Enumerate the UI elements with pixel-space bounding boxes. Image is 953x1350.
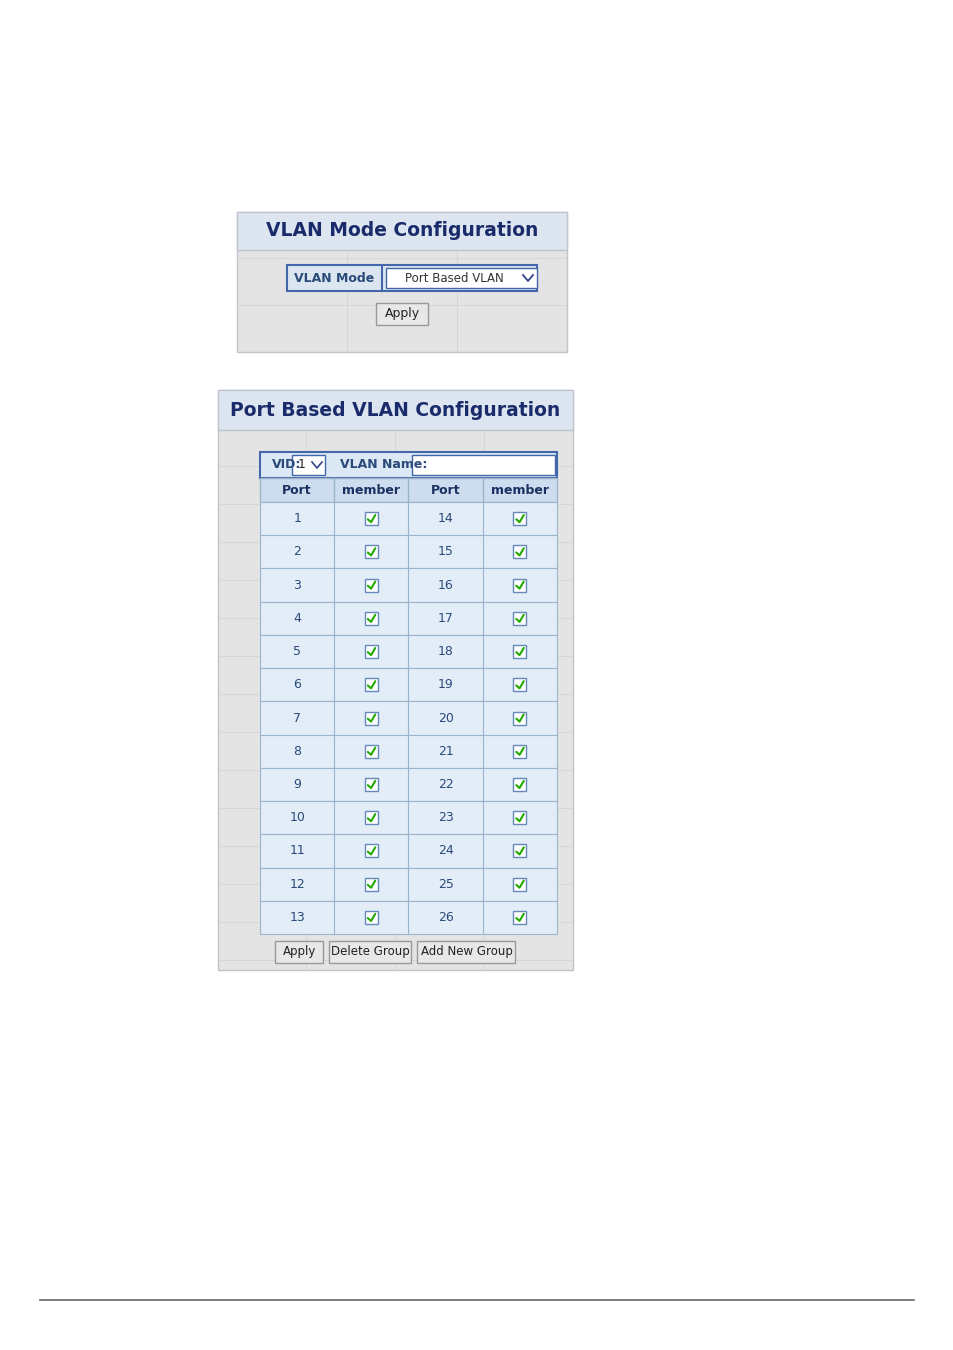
Bar <box>375 302 428 325</box>
Bar <box>513 878 526 891</box>
Bar <box>513 612 526 625</box>
Text: 1: 1 <box>297 459 306 471</box>
Text: 8: 8 <box>293 745 301 757</box>
Bar <box>260 478 557 502</box>
Text: Port Based VLAN: Port Based VLAN <box>405 271 503 285</box>
Text: Apply: Apply <box>384 308 419 320</box>
Bar <box>364 811 377 825</box>
Bar <box>412 455 555 475</box>
Text: 18: 18 <box>437 645 453 657</box>
Text: member: member <box>342 483 400 497</box>
Bar <box>236 212 566 352</box>
Bar <box>513 911 526 923</box>
Bar <box>364 512 377 525</box>
Bar <box>364 844 377 857</box>
Text: 26: 26 <box>437 911 453 923</box>
Bar <box>260 834 557 868</box>
Bar <box>513 678 526 691</box>
Bar <box>513 745 526 757</box>
Bar <box>364 911 377 923</box>
Text: 21: 21 <box>437 745 453 757</box>
Bar <box>364 545 377 559</box>
Text: Port: Port <box>431 483 460 497</box>
Text: 22: 22 <box>437 778 453 791</box>
Text: 2: 2 <box>293 545 301 559</box>
Bar <box>513 579 526 591</box>
Bar <box>260 668 557 702</box>
Text: VID:: VID: <box>272 459 301 471</box>
Text: member: member <box>491 483 548 497</box>
Text: VLAN Mode Configuration: VLAN Mode Configuration <box>266 221 537 240</box>
Bar <box>364 612 377 625</box>
Bar <box>260 801 557 834</box>
Bar <box>260 768 557 801</box>
Bar <box>513 811 526 825</box>
Text: 17: 17 <box>437 612 453 625</box>
Bar <box>260 868 557 900</box>
Bar <box>260 535 557 568</box>
Bar <box>364 678 377 691</box>
Bar <box>513 645 526 657</box>
Text: 6: 6 <box>293 678 301 691</box>
Text: VLAN Name:: VLAN Name: <box>339 459 427 471</box>
Bar <box>364 711 377 725</box>
Bar <box>513 545 526 559</box>
Text: 7: 7 <box>293 711 301 725</box>
Text: Add New Group: Add New Group <box>420 945 512 958</box>
Text: 4: 4 <box>293 612 301 625</box>
Bar <box>260 702 557 734</box>
Text: 12: 12 <box>289 878 305 891</box>
Text: 20: 20 <box>437 711 453 725</box>
Text: 5: 5 <box>293 645 301 657</box>
Bar <box>364 778 377 791</box>
Bar <box>513 844 526 857</box>
Text: 15: 15 <box>437 545 453 559</box>
Bar <box>260 502 557 535</box>
Bar <box>260 602 557 634</box>
Bar <box>218 390 573 971</box>
Bar <box>364 579 377 591</box>
Text: 1: 1 <box>293 512 301 525</box>
Text: 25: 25 <box>437 878 453 891</box>
Bar <box>292 455 325 475</box>
Bar <box>260 568 557 602</box>
Bar <box>275 941 323 963</box>
Text: Delete Group: Delete Group <box>331 945 410 958</box>
Bar <box>364 645 377 657</box>
Bar <box>417 941 515 963</box>
Bar <box>364 745 377 757</box>
Bar <box>513 711 526 725</box>
Bar <box>513 778 526 791</box>
Bar <box>260 452 557 478</box>
Text: 24: 24 <box>437 844 453 857</box>
Text: 19: 19 <box>437 678 453 691</box>
Text: 14: 14 <box>437 512 453 525</box>
Text: 9: 9 <box>293 778 301 791</box>
Bar <box>287 265 537 292</box>
Bar <box>260 634 557 668</box>
Text: 3: 3 <box>293 579 301 591</box>
Text: 10: 10 <box>289 811 305 825</box>
Text: 16: 16 <box>437 579 453 591</box>
Text: VLAN Mode: VLAN Mode <box>294 271 374 285</box>
Text: Port: Port <box>282 483 312 497</box>
Text: 11: 11 <box>289 844 305 857</box>
Bar <box>218 390 573 431</box>
Text: 23: 23 <box>437 811 453 825</box>
Bar <box>236 212 566 250</box>
Bar <box>364 878 377 891</box>
Bar <box>260 900 557 934</box>
Text: 13: 13 <box>289 911 305 923</box>
Bar <box>329 941 411 963</box>
Bar <box>386 269 537 288</box>
Bar <box>513 512 526 525</box>
Text: Port Based VLAN Configuration: Port Based VLAN Configuration <box>230 401 560 420</box>
Text: Apply: Apply <box>282 945 315 958</box>
Bar <box>260 734 557 768</box>
